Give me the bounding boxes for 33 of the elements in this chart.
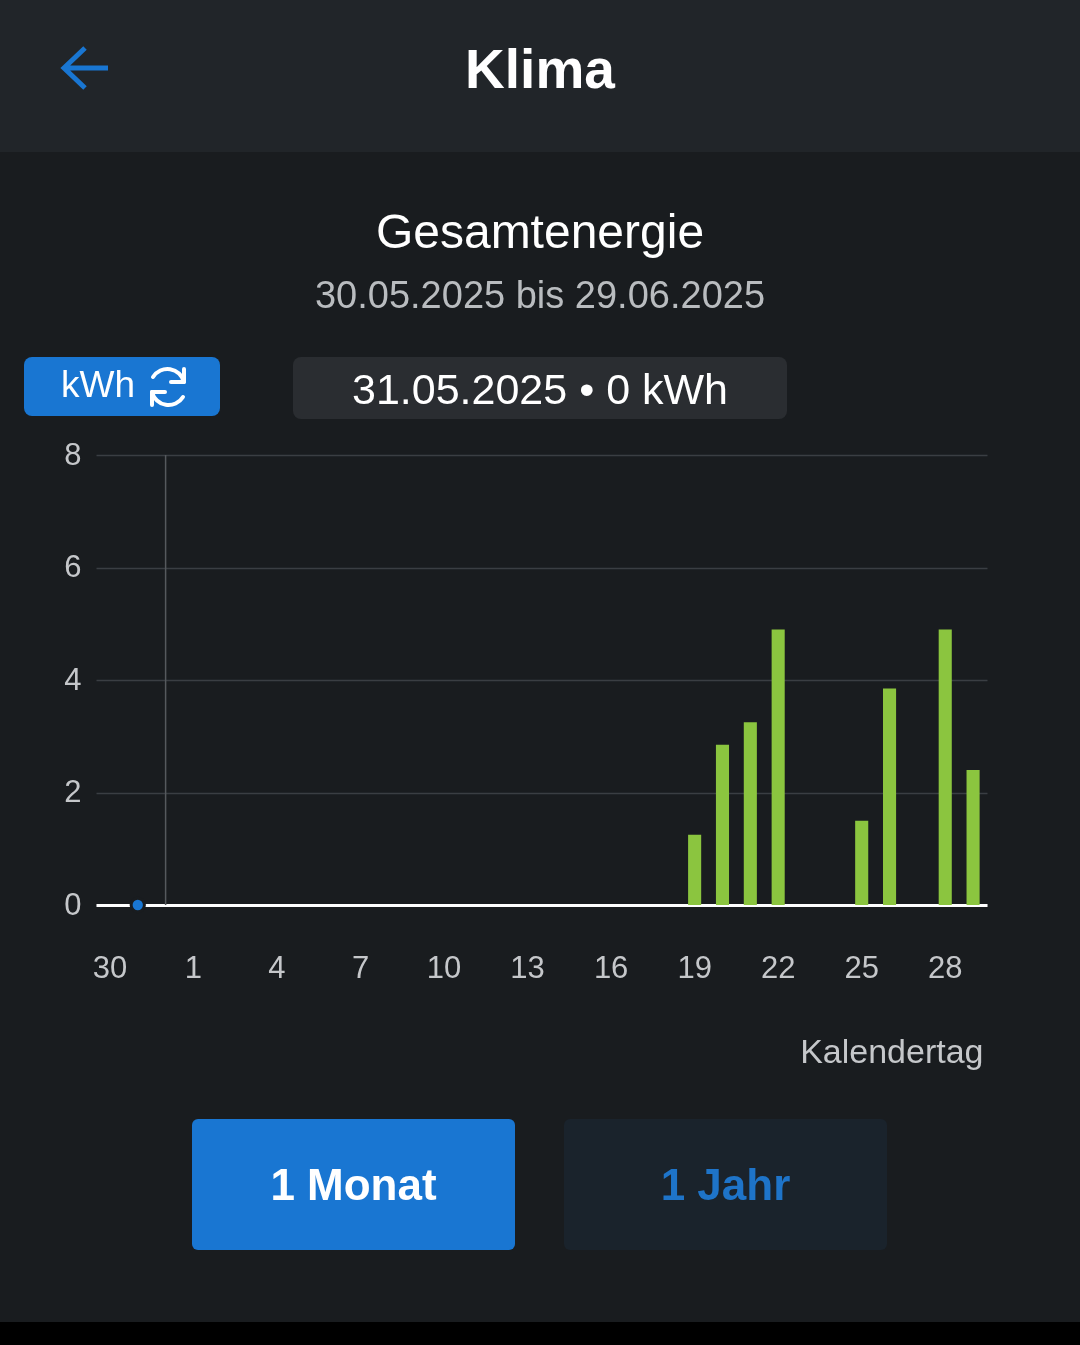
bar bbox=[938, 629, 952, 905]
y-tick-label: 2 bbox=[64, 774, 82, 809]
x-tick-label: 28 bbox=[927, 949, 963, 985]
text: Klima bbox=[464, 37, 617, 102]
y-tick-label: 6 bbox=[64, 549, 82, 584]
bar bbox=[966, 770, 980, 905]
unit-button: kWh bbox=[24, 357, 220, 416]
bar bbox=[771, 629, 785, 905]
bar bbox=[715, 744, 730, 905]
bar bbox=[855, 820, 869, 905]
x-tick-label: 1 bbox=[184, 949, 203, 985]
y-tick-label: 8 bbox=[64, 436, 82, 472]
x-axis-title: Kalendertag bbox=[800, 1031, 984, 1070]
x-tick-label: 16 bbox=[593, 949, 629, 985]
info-box: 31.05.2025 • 0 kWh bbox=[293, 357, 787, 419]
chart-subtitle: 30.05.2025 bis 29.06.2025 bbox=[313, 273, 767, 318]
x-tick-label: 13 bbox=[510, 949, 545, 985]
x-tick-label: 19 bbox=[677, 949, 712, 985]
button: 1 Monat bbox=[192, 1119, 515, 1250]
chart-title: Gesamtenergie bbox=[374, 204, 706, 260]
y-tick-label: 4 bbox=[64, 661, 82, 697]
x-tick-label: 10 bbox=[426, 949, 462, 985]
x-tick-label: 25 bbox=[844, 949, 879, 985]
y-tick-label: 0 bbox=[64, 886, 82, 922]
button: 1 Jahr bbox=[564, 1119, 887, 1250]
bar bbox=[743, 722, 757, 905]
x-tick-label: 7 bbox=[351, 949, 370, 985]
x-tick-label: 22 bbox=[760, 949, 796, 985]
x-tick-label: 4 bbox=[268, 949, 286, 985]
x-tick-label: 30 bbox=[92, 949, 128, 985]
bar bbox=[688, 834, 702, 905]
bar bbox=[883, 688, 897, 905]
y-axis-title: kWh bbox=[61, 363, 135, 407]
